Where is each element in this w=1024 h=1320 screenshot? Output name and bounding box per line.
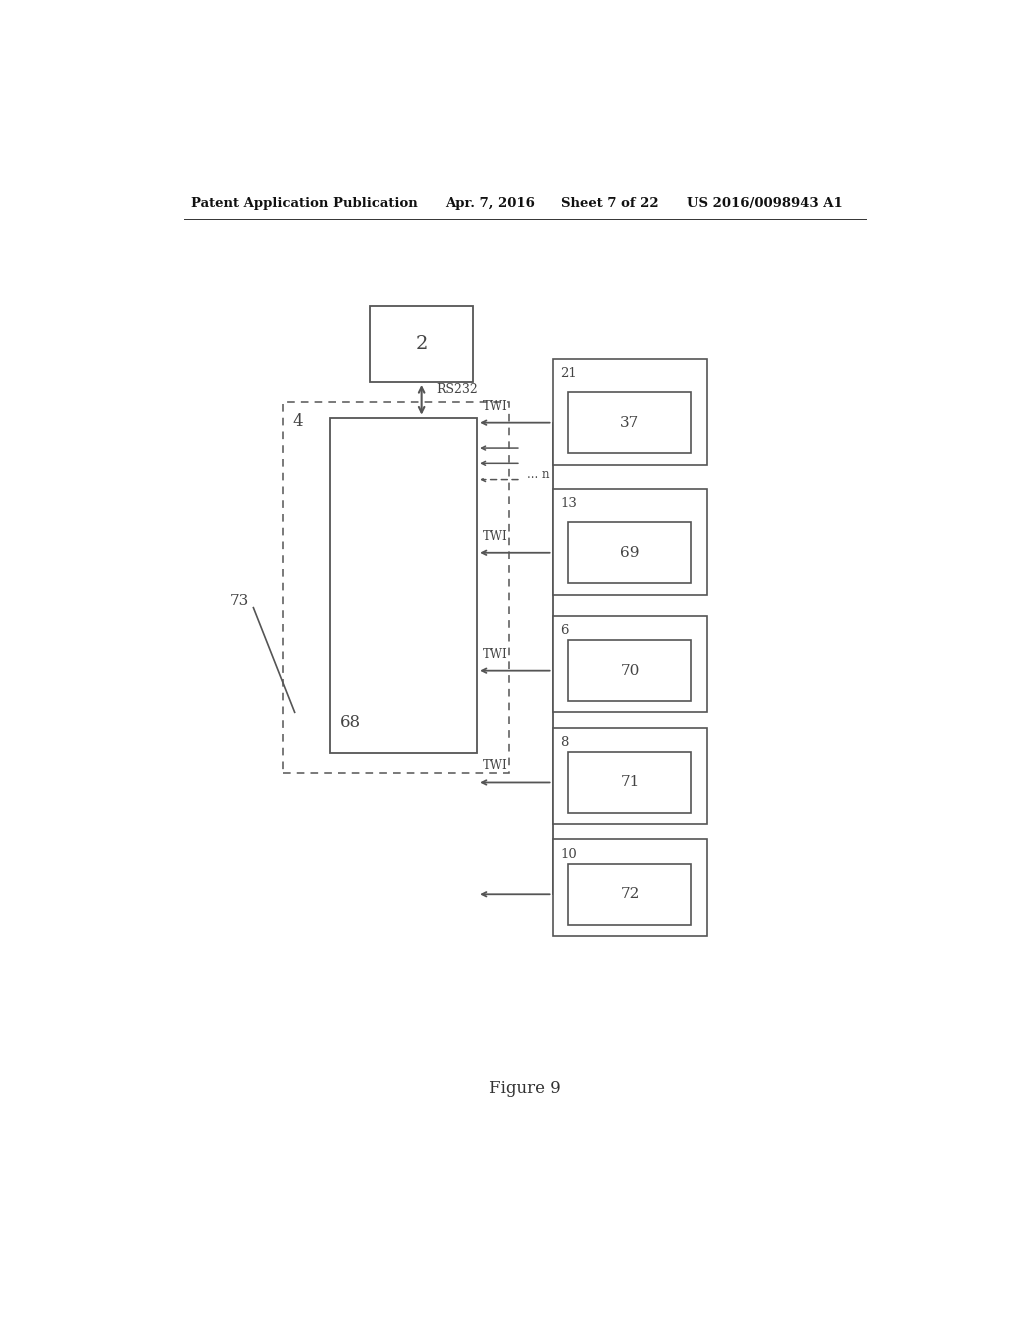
Text: TWI: TWI <box>482 648 508 660</box>
Bar <box>370 306 473 381</box>
Bar <box>568 752 691 813</box>
Text: US 2016/0098943 A1: US 2016/0098943 A1 <box>687 197 843 210</box>
Text: RS232: RS232 <box>436 383 477 396</box>
Text: 70: 70 <box>621 664 640 677</box>
Text: 71: 71 <box>621 775 640 789</box>
Bar <box>283 403 509 774</box>
Text: 4: 4 <box>292 412 303 429</box>
Text: 72: 72 <box>621 887 640 902</box>
Bar <box>568 392 691 453</box>
Text: 37: 37 <box>621 416 640 430</box>
Text: 21: 21 <box>560 367 578 380</box>
Bar <box>568 863 691 925</box>
Bar <box>553 488 708 595</box>
Text: 6: 6 <box>560 624 569 638</box>
Text: 2: 2 <box>416 335 428 352</box>
Text: 69: 69 <box>621 545 640 560</box>
Bar <box>568 640 691 701</box>
Bar <box>553 359 708 466</box>
Text: Figure 9: Figure 9 <box>488 1080 561 1097</box>
Text: 8: 8 <box>560 735 569 748</box>
Text: Patent Application Publication: Patent Application Publication <box>191 197 418 210</box>
Text: ... n: ... n <box>527 469 550 480</box>
Text: Sheet 7 of 22: Sheet 7 of 22 <box>560 197 658 210</box>
Text: Apr. 7, 2016: Apr. 7, 2016 <box>445 197 536 210</box>
Bar <box>568 523 691 583</box>
Bar <box>553 840 708 936</box>
Text: 73: 73 <box>230 594 250 607</box>
Bar <box>553 615 708 713</box>
Text: TWI: TWI <box>482 400 508 412</box>
Bar <box>553 727 708 824</box>
Text: 68: 68 <box>340 714 361 731</box>
Text: 13: 13 <box>560 496 578 510</box>
Text: 10: 10 <box>560 847 578 861</box>
Text: TWI: TWI <box>482 759 508 772</box>
Text: TWI: TWI <box>482 529 508 543</box>
Bar <box>331 417 477 752</box>
